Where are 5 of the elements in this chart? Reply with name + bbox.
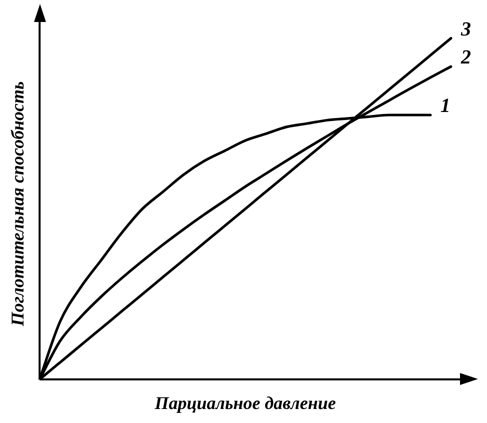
series-label: 1 xyxy=(440,95,450,118)
series-label: 3 xyxy=(460,18,471,40)
x-axis-title: Парциальное давление xyxy=(154,392,336,413)
series-label: 2 xyxy=(460,46,471,69)
y-axis-title: Поглотительная способность xyxy=(7,81,28,328)
